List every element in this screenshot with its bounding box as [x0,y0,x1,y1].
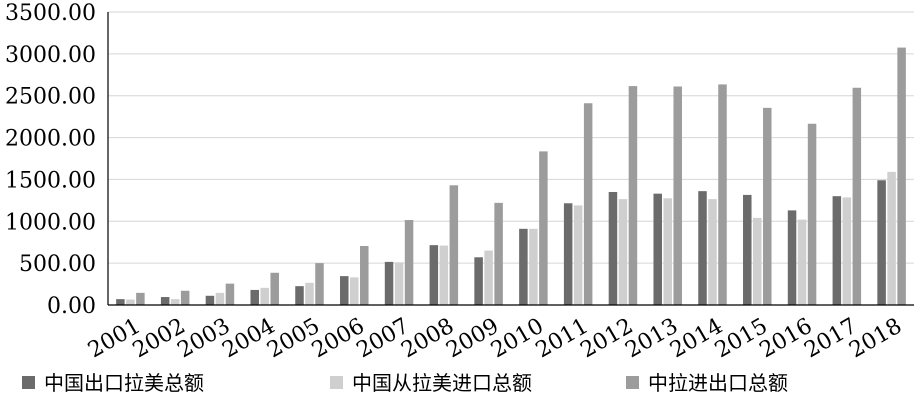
bar-1 [519,228,528,305]
x-axis-ticks: 2001200220032004200520062007200820092010… [84,314,906,364]
bar-2 [753,217,762,305]
bar-2 [305,282,314,305]
bar-1 [474,257,483,305]
y-tick-label: 2500.00 [5,85,96,110]
bar-2 [170,299,180,305]
legend-label: 中拉进出口总额 [648,371,788,395]
y-tick-label: 3000.00 [5,43,96,68]
bar-1 [384,261,394,305]
bar-1 [340,276,349,305]
bar-2 [484,250,493,305]
bar-1 [160,297,170,305]
bar-2 [663,198,672,305]
bar-3 [136,292,145,305]
bar-3 [315,263,324,305]
bar-2 [887,171,896,305]
bar-3 [270,272,279,305]
legend-label: 中国从拉美进口总额 [352,371,532,395]
bar-2 [215,292,225,305]
bar-2 [126,299,135,305]
bar-2 [618,199,628,305]
legend-label: 中国出口拉美总额 [44,371,204,395]
y-tick-label: 500.00 [19,252,96,277]
bar-3 [763,107,772,305]
bar-3 [539,151,548,305]
legend-swatch [22,376,35,389]
bar-2 [260,287,269,305]
bar-2 [439,245,449,305]
bar-1 [563,203,573,305]
bar-2 [573,205,583,305]
bar-1 [116,299,125,305]
bar-2 [842,197,852,305]
bars [116,47,906,306]
axes [107,12,914,306]
bar-3 [718,84,727,305]
bar-3 [583,103,593,306]
bar-3 [180,290,190,305]
bar-1 [429,245,439,305]
bar-3 [404,220,414,305]
y-axis-ticks: 0.00 500.00 1000.00 1500.00 2000.00 2500.00 30… [5,1,96,319]
bar-2 [529,228,538,305]
bar-2 [797,219,807,305]
bar-2 [350,277,359,305]
y-tick-label: 2000.00 [5,127,96,152]
x-tick-label: 2018 [845,314,906,364]
bar-3 [494,202,503,305]
bar-1 [205,295,215,305]
y-tick-label: 1000.00 [5,210,96,235]
bar-2 [394,262,404,305]
legend-swatch [330,376,343,389]
y-tick-label: 0.00 [47,294,96,319]
bar-1 [250,289,259,305]
bar-1 [877,180,886,305]
bar-1 [832,196,842,305]
bar-2 [708,199,717,305]
bar-3 [897,47,906,305]
bar-3 [628,86,638,305]
gridlines [108,11,914,264]
bar-1 [698,191,707,305]
bar-3 [225,283,235,305]
bar-3 [673,86,682,306]
bar-3 [807,123,817,305]
bar-1 [653,193,662,305]
bar-3 [449,185,459,305]
bar-1 [295,286,304,305]
y-tick-label: 3500.00 [5,1,96,26]
legend: 中国出口拉美总额 中国从拉美进口总额 中拉进出口总额 [22,371,788,395]
legend-swatch [626,376,639,389]
bar-1 [743,194,752,305]
bar-1 [608,191,618,305]
bar-3 [360,245,369,305]
y-tick-label: 1500.00 [5,168,96,193]
bar-3 [852,87,862,305]
bar-1 [787,210,797,305]
